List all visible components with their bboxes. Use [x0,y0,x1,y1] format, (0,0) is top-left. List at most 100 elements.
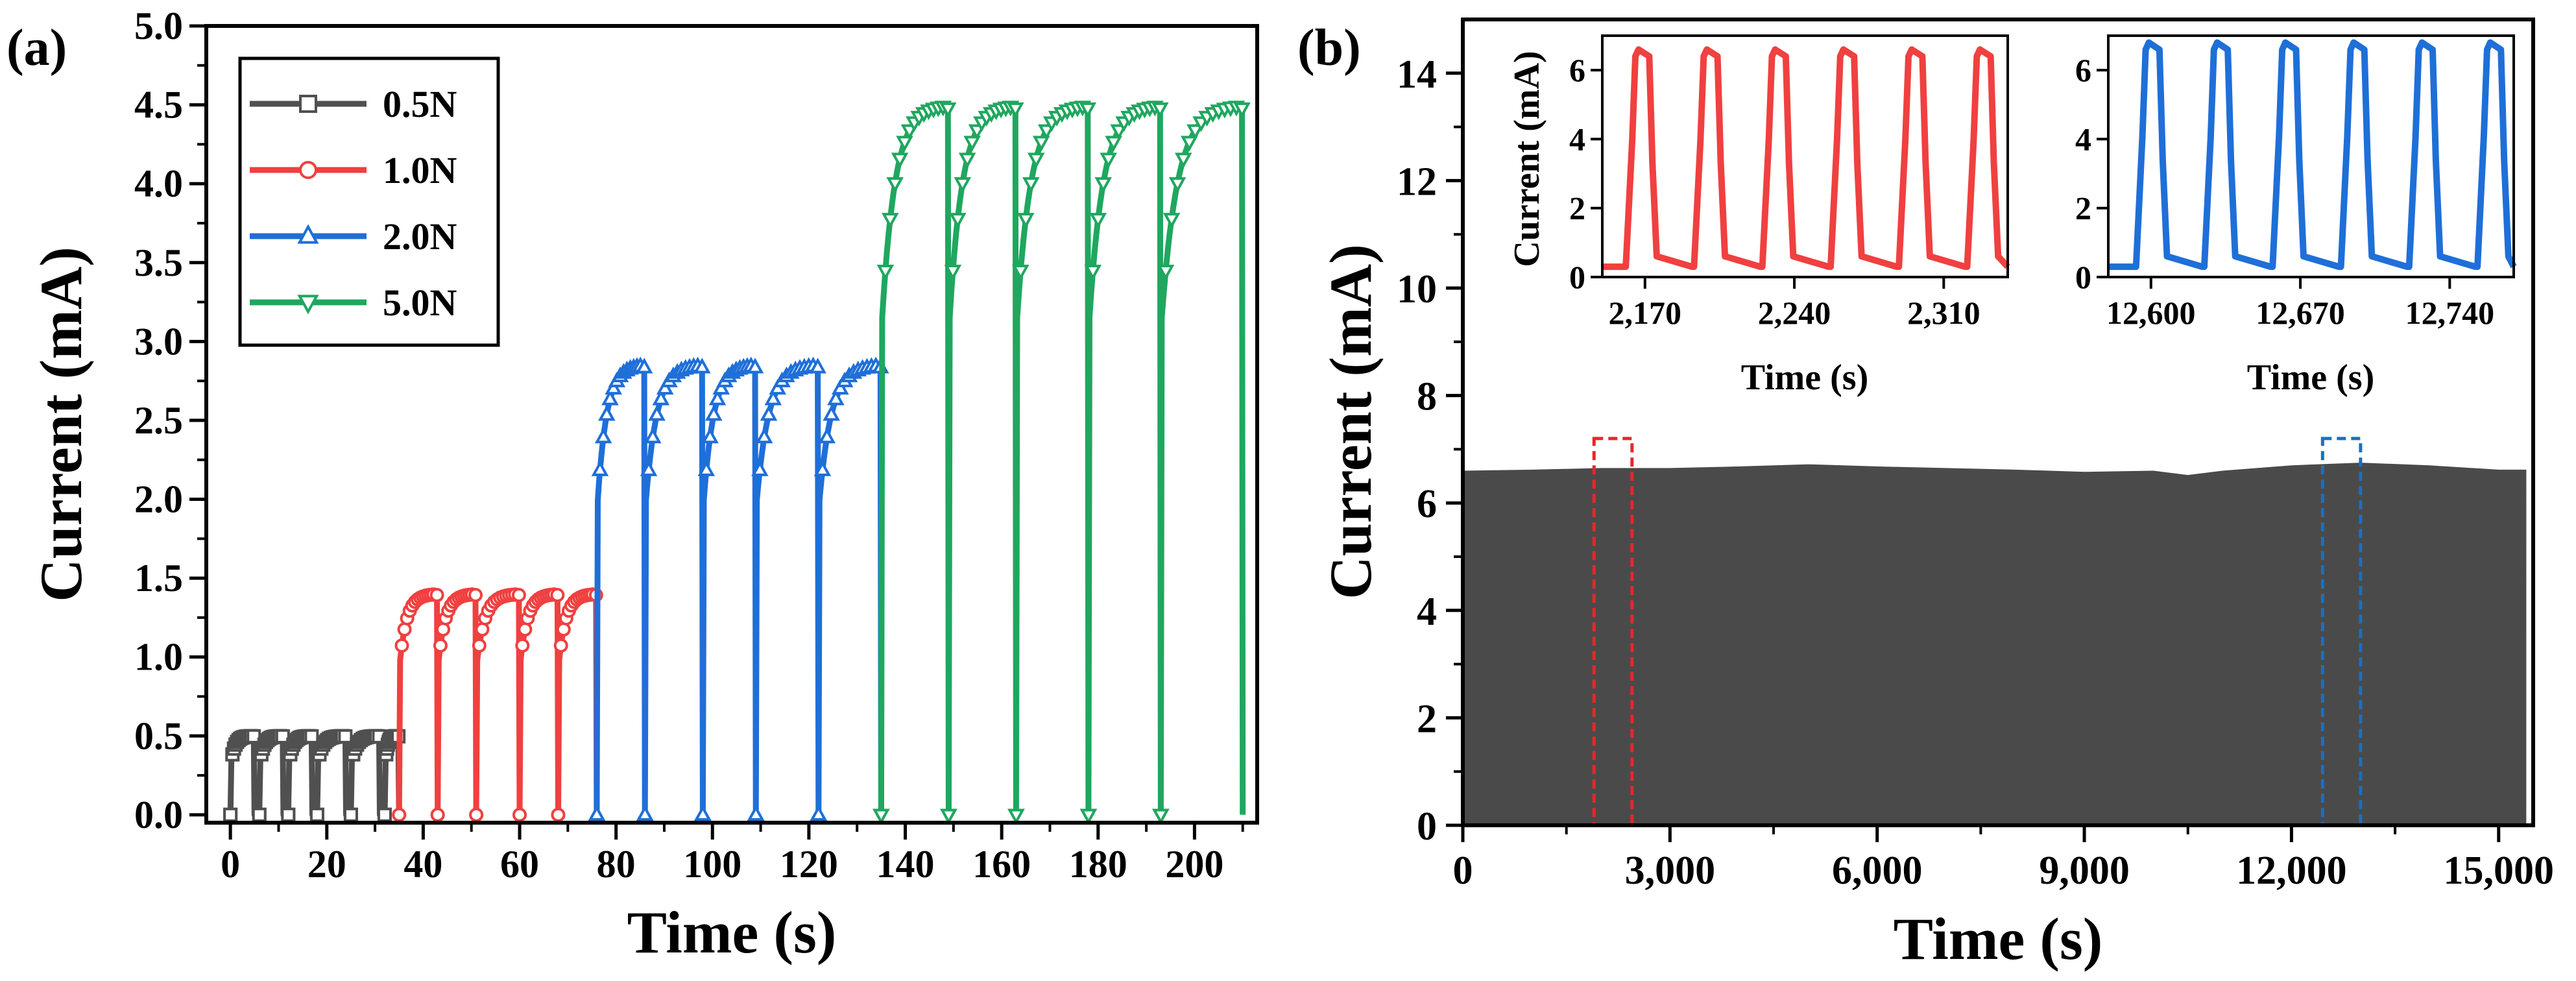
data-point-marker [652,389,670,406]
chart-b-x-axis: 0 3,000 6,000 9,000 12,000 15,000 [1453,825,2554,893]
data-point-marker [1151,102,1169,119]
data-point-marker [1007,102,1024,119]
chart-a-frame [204,24,1259,825]
data-point-marker [635,357,653,374]
data-point-marker [958,152,976,169]
data-point-marker [891,152,909,169]
chart-b-x-label: Time (s) [1894,906,2103,972]
data-point-marker [1162,213,1181,229]
data-point-marker [436,622,451,637]
data-point-marker [1012,265,1029,281]
data-point-marker [605,378,622,395]
data-point-marker [343,807,358,822]
inset-1-x-tick-label: 2,310 [1907,295,1980,331]
data-point-marker [760,405,778,421]
series-markers-2.0N [588,356,889,821]
inset-1-y-axis: 0 2 4 6 [1569,52,1602,295]
data-point-marker [813,460,832,476]
data-point-marker [1168,177,1186,193]
data-point-marker [1152,808,1170,825]
inset-1-x-label: Time (s) [1741,357,1869,398]
data-point-marker [598,405,616,421]
chart-b-x-tick-label: 3,000 [1625,849,1716,893]
data-point-marker [430,807,445,822]
data-point-marker [949,213,967,229]
chart-b-y-tick-label: 0 [1417,805,1437,849]
chart-a-x-tick-label: 100 [683,843,741,886]
chart-a-y-tick-label: 3.5 [134,241,183,284]
data-point-marker [954,177,972,193]
data-point-marker [1181,136,1198,152]
data-point-marker [392,807,407,822]
data-point-marker [472,638,487,653]
chart-b-x-tick-label: 0 [1453,849,1473,893]
chart-a-x-label: Time (s) [627,899,837,965]
data-point-marker [553,638,568,653]
chart-b-y-tick-label: 2 [1417,697,1437,741]
chart-a-y-tick-label: 4.5 [134,84,183,127]
inset-1-series [1602,46,2010,271]
legend-label-1.0N: 1.0N [383,149,457,191]
data-point-marker [708,389,727,406]
data-point-marker [601,389,619,406]
data-point-marker [712,378,730,395]
inset-2-x-label: Time (s) [2247,357,2375,398]
data-point-marker [469,807,484,822]
chart-a-x-tick-label: 160 [972,843,1031,886]
data-point-marker [1094,177,1113,193]
chart-a-x-tick-label: 80 [597,843,636,886]
chart-b-area-layer [1463,463,2527,825]
chart-a-x-tick-label: 0 [221,843,240,886]
data-point-marker [809,357,826,374]
data-point-marker [468,588,483,603]
data-point-marker [747,805,765,821]
inset-1-current-line [1602,46,2010,271]
series-markers-1.0N [392,587,603,822]
legend-label-0.5N: 0.5N [383,83,457,125]
legend-label-2.0N: 2.0N [383,215,457,258]
data-point-marker [944,265,962,281]
data-point-marker [551,807,566,822]
data-point-marker [823,405,840,421]
inset-1-background [1602,36,2008,277]
chart-a-y-tick-label: 0.0 [134,793,183,836]
inset-1-x-axis: 2,170 2,240 2,310 [1609,277,1980,331]
inset-1-y-label: Current (mA) [1507,51,1547,267]
chart-b-frame [1461,18,2535,827]
data-point-marker [704,405,723,421]
data-point-marker [297,224,319,244]
data-point-marker [1233,102,1251,119]
chart-b-x-tick-label: 9,000 [2039,849,2130,893]
series-markers-0.5N [223,729,406,822]
data-point-marker [810,805,828,821]
data-point-marker [640,460,658,476]
panel-label-b: (b) [1297,19,1361,77]
data-point-marker [886,177,904,193]
data-point-marker [896,136,913,152]
inset-2-y-tick-label: 2 [2075,190,2091,226]
data-point-marker [1027,152,1045,169]
data-point-marker [939,102,957,119]
chart-b-y-tick-label: 12 [1397,160,1437,204]
chart-panel-a: (a) 0 20 40 60 80 100 120 140 160 180 200 0.0 0.5 1.… [6,5,1259,965]
data-point-marker [1186,124,1204,140]
panel-label-a: (a) [6,19,67,77]
data-point-marker [299,95,317,113]
chart-panel-b: (b) 0 3,000 6,000 9,000 12,000 15,000 0 2 4 6 8 10… [1297,18,2554,972]
data-point-marker [1037,124,1055,140]
data-point-marker [701,428,719,444]
data-point-marker [940,808,957,825]
data-point-marker [832,378,849,395]
chart-b-inset-2: 12,600 12,670 12,740 0 2 4 6 Time (s) [2075,34,2517,398]
data-point-marker [1089,213,1107,229]
data-point-marker [873,808,890,825]
inset-2-y-tick-label: 4 [2075,121,2091,157]
chart-b-y-tick-label: 14 [1397,53,1437,97]
chart-b-y-label: Current (mA) [1318,244,1384,600]
data-point-marker [636,805,654,821]
chart-b-y-axis: 0 2 4 6 8 10 12 14 [1397,53,1463,849]
inset-1-y-tick-label: 6 [1569,52,1585,88]
data-point-marker [648,405,666,421]
data-point-marker [746,357,764,374]
